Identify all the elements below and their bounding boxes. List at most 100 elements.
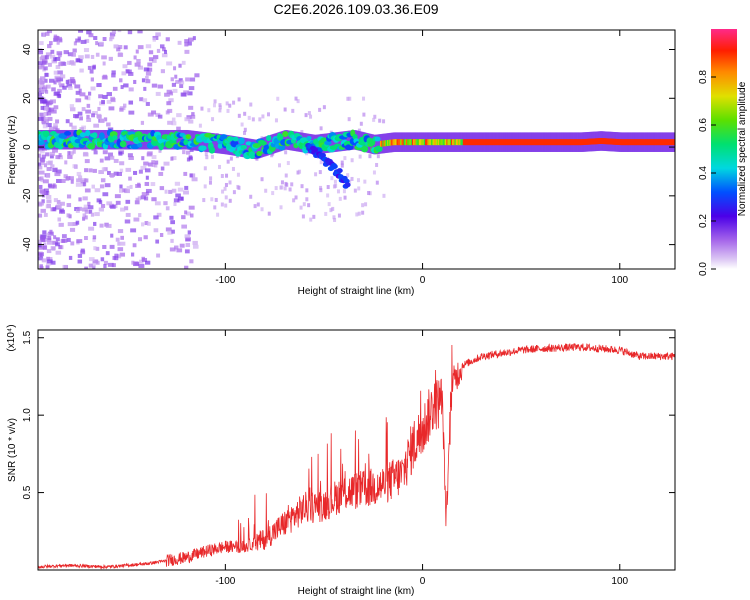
spectrogram-noise-cell: [280, 185, 284, 190]
spectrogram-ridge-core: [673, 139, 675, 146]
spectrogram-noise-cell: [331, 206, 335, 211]
spectrogram-noise-cell: [44, 89, 49, 94]
spectrogram-noise-cell: [243, 111, 247, 116]
spectrogram-noise-cell: [72, 164, 77, 169]
spectrogram-blob: [79, 132, 87, 138]
spectrogram-noise-cell: [363, 179, 367, 184]
spectrogram-noise-cell: [83, 151, 88, 156]
spectrogram-noise-cell: [173, 66, 177, 71]
spectrogram-noise-cell: [305, 188, 309, 193]
spectrogram-noise-cell: [39, 56, 46, 61]
spectrogram-noise-cell: [56, 204, 62, 209]
spectrogram-noise-cell: [319, 188, 323, 193]
spectrogram-noise-cell: [357, 211, 361, 216]
spectrogram-noise-cell: [46, 30, 53, 34]
spectrogram-noise-cell: [159, 233, 164, 238]
spectrogram-noise-cell: [125, 188, 129, 193]
spectrogram-noise-cell: [147, 221, 151, 226]
spectrogram-noise-cell: [40, 80, 45, 85]
spectrogram-noise-cell: [53, 80, 57, 85]
spectrogram-noise-cell: [346, 96, 350, 101]
spectrogram-blob: [256, 150, 263, 157]
spectrogram-noise-cell: [172, 88, 178, 93]
spectrogram-noise-cell: [80, 39, 87, 44]
snr-y-tick-label: 1.5: [22, 330, 33, 344]
spectrogram-noise-cell: [45, 152, 50, 157]
spectrogram-noise-cell: [84, 159, 90, 164]
spectrogram-noise-cell: [38, 184, 43, 189]
spectrogram-noise-cell: [170, 77, 174, 82]
spectrogram-noise-cell: [109, 32, 116, 37]
spectrogram-noise-cell: [79, 92, 86, 97]
spectrogram-noise-cell: [142, 98, 148, 103]
spectrogram-noise-cell: [192, 240, 198, 245]
spectrogram-noise-cell: [43, 188, 49, 193]
spectrogram-noise-cell: [105, 223, 112, 228]
snr-frame: [37, 329, 676, 571]
spectrogram-noise-cell: [99, 223, 104, 228]
spectrogram-noise-cell: [174, 245, 179, 250]
spectrogram-noise-cell: [95, 246, 100, 251]
spectrogram-noise-cell: [39, 264, 43, 269]
spectrogram-noise-cell: [47, 240, 53, 245]
spectrogram-noise-cell: [372, 170, 376, 175]
spectrogram-noise-cell: [324, 211, 328, 216]
spectrogram-noise-cell: [173, 198, 180, 203]
spectrogram-noise-cell: [139, 259, 144, 264]
spectrogram-noise-cell: [164, 189, 168, 194]
spectrogram-noise-cell: [184, 249, 190, 254]
spectrogram-blob: [85, 129, 91, 137]
spectrogram-noise-cell: [44, 55, 49, 60]
spectrogram-noise-cell: [159, 44, 165, 49]
spectrogram-noise-cell: [189, 173, 193, 178]
spectrogram-noise-cell: [343, 156, 347, 161]
spectrogram-noise-cell: [186, 115, 192, 120]
spectrogram-noise-cell: [77, 206, 82, 211]
snr-y-tick-label: 0.5: [22, 485, 33, 499]
spectrogram-noise-cell: [111, 263, 116, 268]
spectrogram-noise-cell: [46, 256, 51, 261]
spectrogram-noise-cell: [140, 120, 145, 125]
spectrogram-noise-cell: [63, 174, 68, 179]
spectrogram-branch-blob: [344, 182, 351, 188]
spectrogram-noise-cell: [114, 204, 118, 209]
spectrogram-noise-cell: [93, 35, 98, 40]
colorbar-ticks: 0.0 0.2 0.4 0.6 0.8: [698, 70, 716, 276]
spectrogram-noise-cell: [39, 253, 43, 258]
spectrogram-noise-cell: [110, 96, 115, 101]
spectrogram-noise-cell: [45, 31, 50, 36]
spectrogram-noise-cell: [115, 237, 120, 242]
spectrogram-noise-cell: [43, 66, 48, 71]
spectrogram-noise-cell: [203, 184, 207, 189]
spectrogram-noise-cell: [79, 127, 84, 132]
spectrogram-noise-cell: [191, 112, 195, 117]
spectrogram-noise-cell: [338, 196, 342, 201]
spectrogram-noise-cell: [38, 61, 43, 66]
spectrogram-noise-cell: [161, 53, 168, 58]
spectrogram-noise-cell: [92, 168, 97, 173]
spectrogram-noise-cell: [66, 83, 72, 88]
spectrogram-noise-cell: [93, 150, 98, 155]
spectrogram-noise-cell: [240, 122, 244, 127]
spectrogram-noise-cell: [42, 33, 46, 38]
spectrogram-noise-cell: [48, 184, 55, 189]
spectrogram-noise-cell: [57, 70, 63, 75]
spectrogram-noise-cell: [151, 162, 156, 167]
spectrogram-noise-cell: [86, 103, 91, 108]
spectrogram-noise-cell: [185, 77, 190, 82]
spectrogram-noise-cell: [170, 220, 175, 225]
spectrogram-noise-cell: [356, 178, 360, 183]
spectrogram-noise-cell: [125, 212, 131, 217]
spectrogram-noise-cell: [347, 117, 351, 122]
spectrogram-noise-cell: [90, 77, 94, 82]
spectrogram-noise-cell: [61, 209, 66, 214]
spectrogram-noise-cell: [41, 258, 48, 263]
spectrogram-noise-cell: [84, 209, 91, 214]
spectrogram-noise-cell: [86, 30, 92, 35]
spectrogram-noise-cell: [133, 79, 137, 84]
spectrogram-noise-cell: [85, 109, 92, 114]
spectrogram-noise-cell: [45, 52, 52, 57]
spectrogram-noise-cell: [203, 166, 207, 171]
colorbar-tick-label: 0.0: [698, 262, 709, 276]
spectrogram-noise-cell: [75, 58, 81, 63]
